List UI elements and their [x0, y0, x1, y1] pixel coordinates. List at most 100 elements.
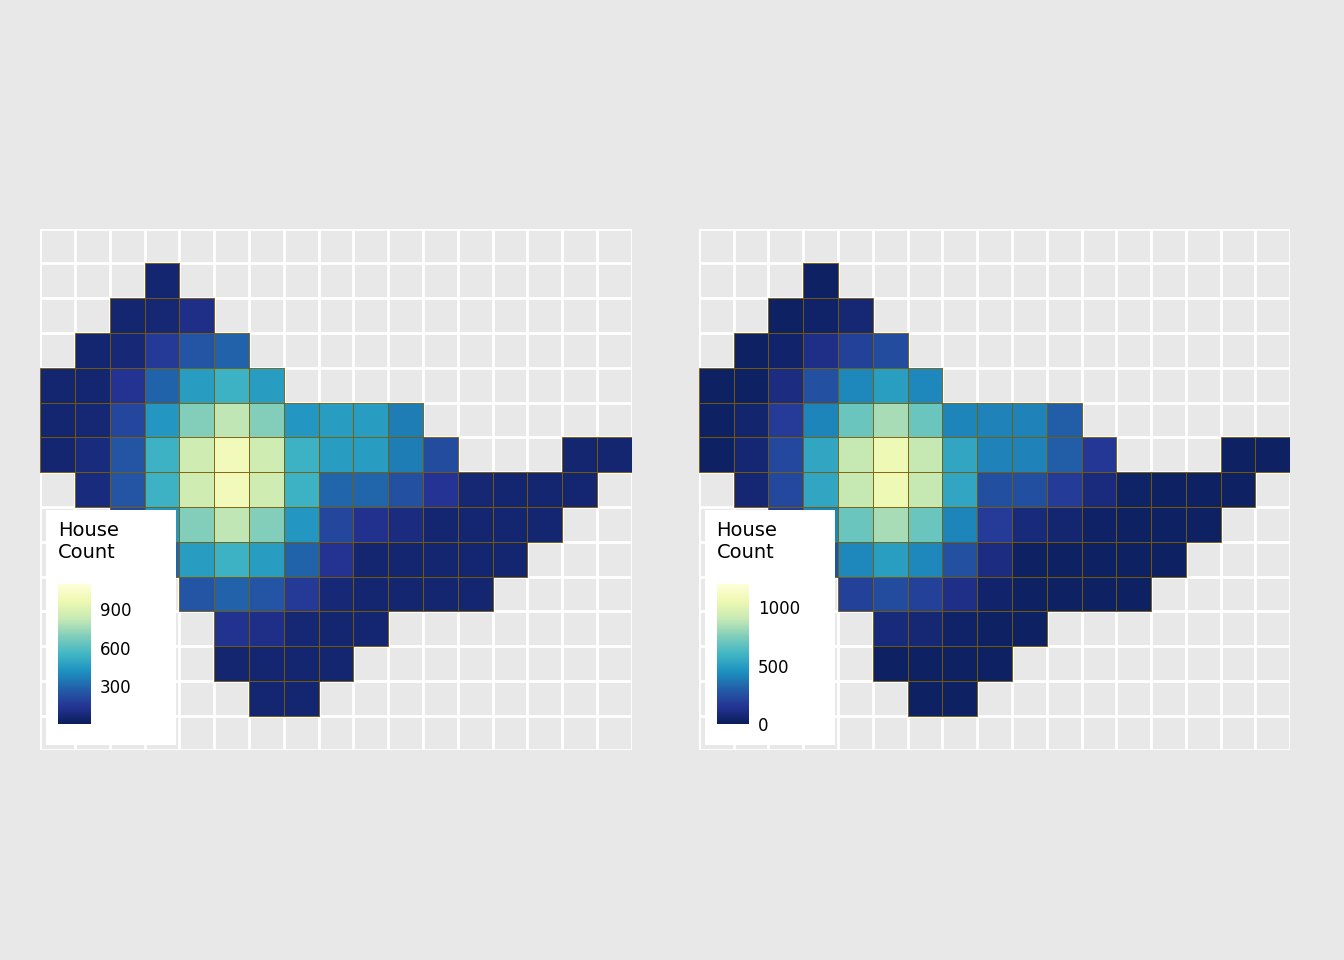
- Bar: [180, 472, 214, 507]
- Bar: [249, 577, 284, 612]
- Text: House
Count: House Count: [716, 521, 777, 562]
- Bar: [214, 402, 249, 438]
- Bar: [907, 507, 942, 541]
- Bar: [110, 368, 145, 402]
- Bar: [180, 507, 214, 541]
- Bar: [214, 612, 249, 646]
- Bar: [942, 646, 977, 681]
- Bar: [284, 541, 319, 577]
- Bar: [1047, 402, 1082, 438]
- Bar: [769, 299, 804, 333]
- Bar: [110, 507, 145, 541]
- Bar: [1185, 472, 1220, 507]
- Bar: [75, 368, 110, 402]
- Bar: [872, 368, 907, 402]
- Bar: [180, 402, 214, 438]
- Bar: [458, 472, 492, 507]
- Bar: [907, 681, 942, 716]
- Bar: [804, 368, 839, 402]
- Bar: [1117, 577, 1150, 612]
- Bar: [353, 577, 388, 612]
- Bar: [353, 438, 388, 472]
- Bar: [353, 472, 388, 507]
- Bar: [319, 577, 353, 612]
- Bar: [1150, 541, 1185, 577]
- Bar: [249, 612, 284, 646]
- Bar: [249, 438, 284, 472]
- Bar: [527, 507, 562, 541]
- Bar: [249, 472, 284, 507]
- Bar: [249, 368, 284, 402]
- Bar: [40, 402, 75, 438]
- Bar: [180, 438, 214, 472]
- Bar: [977, 507, 1012, 541]
- Bar: [527, 472, 562, 507]
- FancyBboxPatch shape: [704, 511, 835, 745]
- Bar: [75, 438, 110, 472]
- Bar: [353, 612, 388, 646]
- Bar: [1220, 438, 1255, 472]
- Bar: [284, 646, 319, 681]
- Bar: [1117, 472, 1150, 507]
- Bar: [353, 507, 388, 541]
- Bar: [180, 368, 214, 402]
- Bar: [907, 438, 942, 472]
- Bar: [1047, 472, 1082, 507]
- Bar: [110, 472, 145, 507]
- Bar: [249, 681, 284, 716]
- Bar: [319, 541, 353, 577]
- Bar: [1012, 541, 1047, 577]
- Bar: [942, 612, 977, 646]
- Bar: [180, 333, 214, 368]
- Bar: [942, 402, 977, 438]
- Bar: [458, 507, 492, 541]
- Bar: [1082, 472, 1117, 507]
- Bar: [214, 507, 249, 541]
- Bar: [1082, 507, 1117, 541]
- Bar: [839, 472, 872, 507]
- Bar: [839, 541, 872, 577]
- Bar: [353, 541, 388, 577]
- Bar: [839, 368, 872, 402]
- Bar: [1047, 577, 1082, 612]
- Bar: [284, 402, 319, 438]
- Bar: [249, 541, 284, 577]
- Bar: [1012, 438, 1047, 472]
- Bar: [734, 402, 769, 438]
- Bar: [1117, 507, 1150, 541]
- Bar: [284, 472, 319, 507]
- Bar: [458, 541, 492, 577]
- Bar: [214, 577, 249, 612]
- Bar: [145, 541, 180, 577]
- Bar: [180, 577, 214, 612]
- Bar: [1082, 541, 1117, 577]
- Bar: [769, 472, 804, 507]
- Bar: [388, 507, 423, 541]
- Bar: [699, 402, 734, 438]
- Bar: [75, 402, 110, 438]
- Bar: [977, 438, 1012, 472]
- Bar: [769, 333, 804, 368]
- Bar: [699, 438, 734, 472]
- Bar: [872, 438, 907, 472]
- Bar: [492, 507, 527, 541]
- FancyBboxPatch shape: [46, 511, 176, 745]
- Bar: [1012, 402, 1047, 438]
- Bar: [839, 299, 872, 333]
- Bar: [804, 263, 839, 299]
- Bar: [872, 612, 907, 646]
- Bar: [249, 646, 284, 681]
- Bar: [804, 541, 839, 577]
- Bar: [872, 541, 907, 577]
- Bar: [562, 472, 597, 507]
- Bar: [907, 646, 942, 681]
- Bar: [1047, 438, 1082, 472]
- Bar: [110, 438, 145, 472]
- Bar: [839, 333, 872, 368]
- Bar: [942, 472, 977, 507]
- Bar: [977, 577, 1012, 612]
- Bar: [458, 577, 492, 612]
- Bar: [145, 402, 180, 438]
- Bar: [423, 577, 458, 612]
- Bar: [804, 507, 839, 541]
